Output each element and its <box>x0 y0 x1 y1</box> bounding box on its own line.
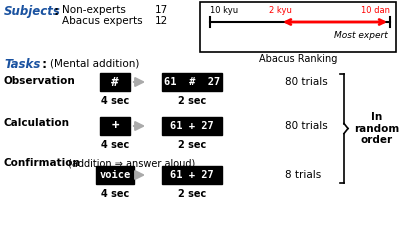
Text: #: # <box>111 75 119 89</box>
Text: :: : <box>50 5 59 18</box>
Text: 61  #  27: 61 # 27 <box>164 77 220 87</box>
Text: voice: voice <box>99 170 131 180</box>
Text: 2 sec: 2 sec <box>178 189 206 199</box>
Text: 61 + 27: 61 + 27 <box>170 121 214 131</box>
Text: 2 kyu: 2 kyu <box>268 6 292 15</box>
FancyBboxPatch shape <box>100 117 130 135</box>
Text: Calculation: Calculation <box>4 118 70 128</box>
FancyBboxPatch shape <box>200 2 396 52</box>
FancyBboxPatch shape <box>100 73 130 91</box>
Text: 10 dan: 10 dan <box>361 6 390 15</box>
Text: (Mental addition): (Mental addition) <box>50 58 139 68</box>
Text: Abacus Ranking: Abacus Ranking <box>259 54 337 64</box>
Text: Observation: Observation <box>4 76 76 86</box>
Text: 4 sec: 4 sec <box>101 189 129 199</box>
Text: 61 + 27: 61 + 27 <box>170 170 214 180</box>
Text: 4 sec: 4 sec <box>101 96 129 106</box>
FancyBboxPatch shape <box>96 166 134 184</box>
Text: 12: 12 <box>155 16 168 26</box>
Text: 10 kyu: 10 kyu <box>210 6 238 15</box>
Text: 80 trials: 80 trials <box>285 121 328 131</box>
Text: 2 sec: 2 sec <box>178 96 206 106</box>
FancyBboxPatch shape <box>162 166 222 184</box>
Text: :: : <box>38 58 47 71</box>
Text: In
random
order: In random order <box>354 112 399 145</box>
Text: Subjects: Subjects <box>4 5 61 18</box>
Text: 2 sec: 2 sec <box>178 140 206 150</box>
Text: Most expert: Most expert <box>334 31 388 40</box>
Text: 17: 17 <box>155 5 168 15</box>
Text: (addition ⇒ answer aloud): (addition ⇒ answer aloud) <box>68 158 195 168</box>
FancyBboxPatch shape <box>162 117 222 135</box>
Text: Confirmation: Confirmation <box>4 158 81 168</box>
Text: Tasks: Tasks <box>4 58 40 71</box>
Text: 4 sec: 4 sec <box>101 140 129 150</box>
Text: 80 trials: 80 trials <box>285 77 328 87</box>
FancyBboxPatch shape <box>162 73 222 91</box>
Text: Abacus experts: Abacus experts <box>62 16 143 26</box>
Text: Non-experts: Non-experts <box>62 5 126 15</box>
Text: +: + <box>111 120 119 132</box>
Text: 8 trials: 8 trials <box>285 170 321 180</box>
